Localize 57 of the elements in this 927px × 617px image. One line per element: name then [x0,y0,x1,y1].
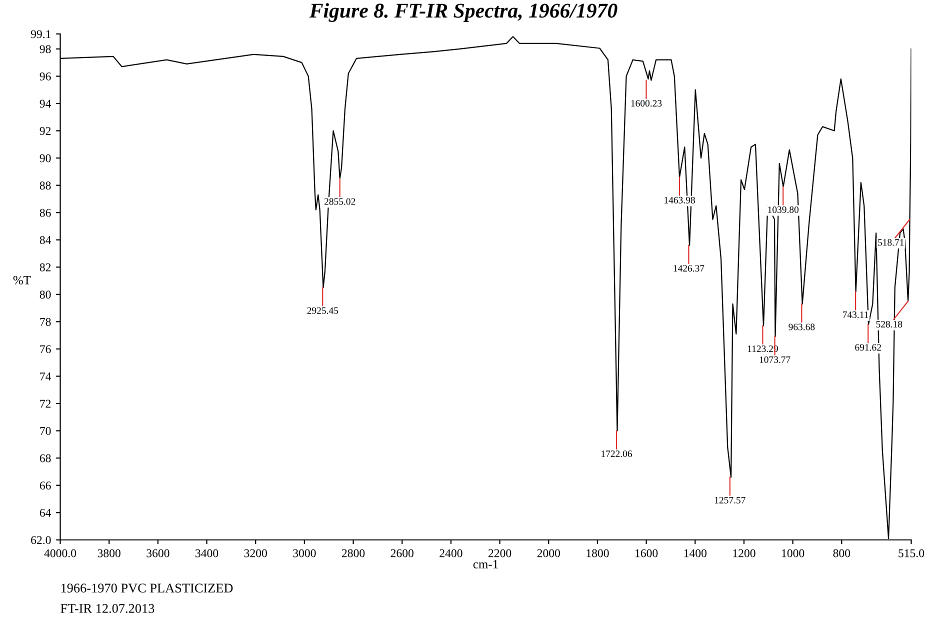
y-tick-label: 88 [40,182,51,190]
x-axis-title: cm-1 [473,560,498,568]
x-tick-label: 1800 [586,549,609,558]
x-tick-label: 800 [833,549,850,558]
annotation: 1600.23 [631,100,662,107]
annotation: 518.71 [878,239,904,246]
x-tick-label: 1600 [636,549,658,558]
x-tick-label: 2200 [488,549,512,558]
annotation: 2925.45 [307,307,338,314]
x-tick-label: 1000 [782,549,804,558]
y-tick-label: 68 [40,454,51,462]
y-tick-label: 98 [40,45,51,54]
x-tick-label: 3800 [98,549,120,558]
x-tick-label: 3000 [293,549,316,558]
annotation: 2855.02 [324,198,356,205]
annotation: 691.62 [855,344,881,351]
y-tick-label: 70 [40,427,51,435]
y-tick-label: 82 [40,263,51,272]
y-tick-label: 78 [40,318,51,326]
y-tick-label: 90 [40,154,51,162]
annotation: 1257.57 [714,496,746,504]
y-tick-label: 72 [40,400,51,408]
y-tick-label: 86 [40,208,51,217]
y-tick-label: 92 [40,127,51,135]
y-tick-label: 62.0 [31,536,51,544]
y-tick-label: 76 [40,345,51,354]
x-tick-label: 3200 [244,549,267,558]
annotation: 963.68 [788,324,815,330]
chart-title: Figure 8. FT-IR Spectra, 1966/1970 [309,3,618,22]
y-tick-label: 80 [40,290,51,299]
y-tick-label: 94 [40,100,52,108]
annotation: 1463.98 [664,196,695,204]
x-tick-label: 2400 [440,549,462,558]
y-tick-label: 84 [40,236,52,244]
x-tick-label: 2800 [342,549,365,558]
x-tick-label: 2000 [537,549,560,558]
x-tick-label: 1200 [733,549,756,558]
x-tick-label: 1400 [684,549,706,558]
y-axis-title: %T [13,276,31,284]
x-tick-label: 3600 [146,549,170,558]
text: 1966-1970 PVC PLASTICIZED [61,584,233,593]
text: FT-IR 12.07.2013 [60,604,154,613]
annotation: 1426.37 [674,265,704,272]
annotation: 1722.06 [602,450,632,458]
y-tick-label: 64 [40,508,52,517]
x-tick-label: 4000.0 [44,549,76,558]
y-tick-label: 74 [40,372,52,380]
annotation: 743.11 [842,311,868,318]
y-tick-label: 99.1 [30,30,51,38]
x-tick-label: 515.0 [898,549,924,558]
x-tick-label: 2600 [390,549,414,558]
annotation: 528.18 [876,320,902,328]
y-tick-label: 66 [40,482,51,490]
annotation: 1073.77 [760,356,790,364]
y-tick-label: 96 [40,72,51,80]
x-tick-label: 3400 [196,549,218,558]
annotation: 1039.80 [768,206,799,213]
